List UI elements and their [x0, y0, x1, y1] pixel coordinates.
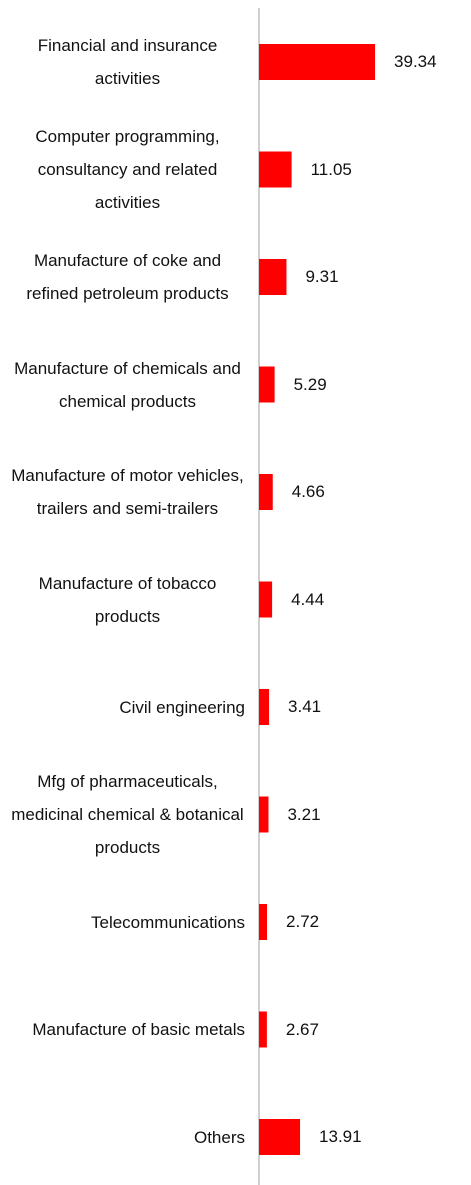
category-label-box: Computer programming, consultancy and re…	[0, 120, 245, 220]
bar	[259, 581, 273, 618]
value-label: 5.29	[293, 374, 327, 394]
value-label: 9.31	[305, 267, 339, 286]
bar	[259, 904, 268, 940]
category-label: Manufacture of motor vehicles, trailers …	[11, 466, 244, 518]
bar	[259, 689, 270, 725]
bar	[259, 1119, 301, 1155]
bar	[259, 796, 269, 833]
category-label: Computer programming, consultancy and re…	[35, 127, 220, 212]
bar	[259, 44, 376, 80]
category-label: Manufacture of tobacco products	[38, 573, 217, 626]
category-label-box: Manufacture of basic metals	[0, 980, 245, 1080]
category-label: Financial and insurance activities	[37, 36, 218, 88]
category-label-box: Telecommunications	[0, 872, 245, 972]
category-label-box: Manufacture of chemicals and chemical pr…	[0, 335, 245, 435]
value-label: 2.67	[285, 1019, 319, 1039]
category-label-box: Mfg of pharmaceuticals, medicinal chemic…	[0, 765, 245, 865]
bar	[259, 474, 273, 510]
category-label-box: Civil engineering	[0, 657, 245, 757]
value-label: 4.66	[291, 482, 325, 501]
category-label: Others	[193, 1127, 245, 1147]
category-label: Civil engineering	[119, 697, 245, 717]
category-label: Manufacture of chemicals and chemical pr…	[14, 358, 241, 411]
value-label: 4.44	[291, 589, 325, 609]
value-label: 3.21	[287, 804, 321, 824]
bar	[259, 366, 275, 403]
category-label-box: Manufacture of motor vehicles, trailers …	[0, 442, 245, 542]
category-label-box: Manufacture of tobacco products	[0, 550, 245, 650]
category-label-box: Manufacture of coke and refined petroleu…	[0, 227, 245, 327]
value-label: 11.05	[310, 159, 352, 179]
category-label-box: Others	[0, 1087, 245, 1185]
bar	[259, 1011, 267, 1048]
category-label: Telecommunications	[90, 912, 245, 932]
category-label-box: Financial and insurance activities	[0, 12, 245, 112]
value-label: 13.91	[319, 1127, 362, 1146]
category-label: Mfg of pharmaceuticals, medicinal chemic…	[11, 772, 244, 857]
category-label: Manufacture of coke and refined petroleu…	[26, 251, 229, 303]
value-label: 2.72	[286, 912, 320, 931]
value-label: 39.34	[394, 52, 437, 71]
bar	[259, 151, 292, 188]
value-label: 3.41	[288, 697, 322, 716]
category-label: Manufacture of basic metals	[32, 1020, 245, 1039]
bar	[259, 259, 287, 295]
